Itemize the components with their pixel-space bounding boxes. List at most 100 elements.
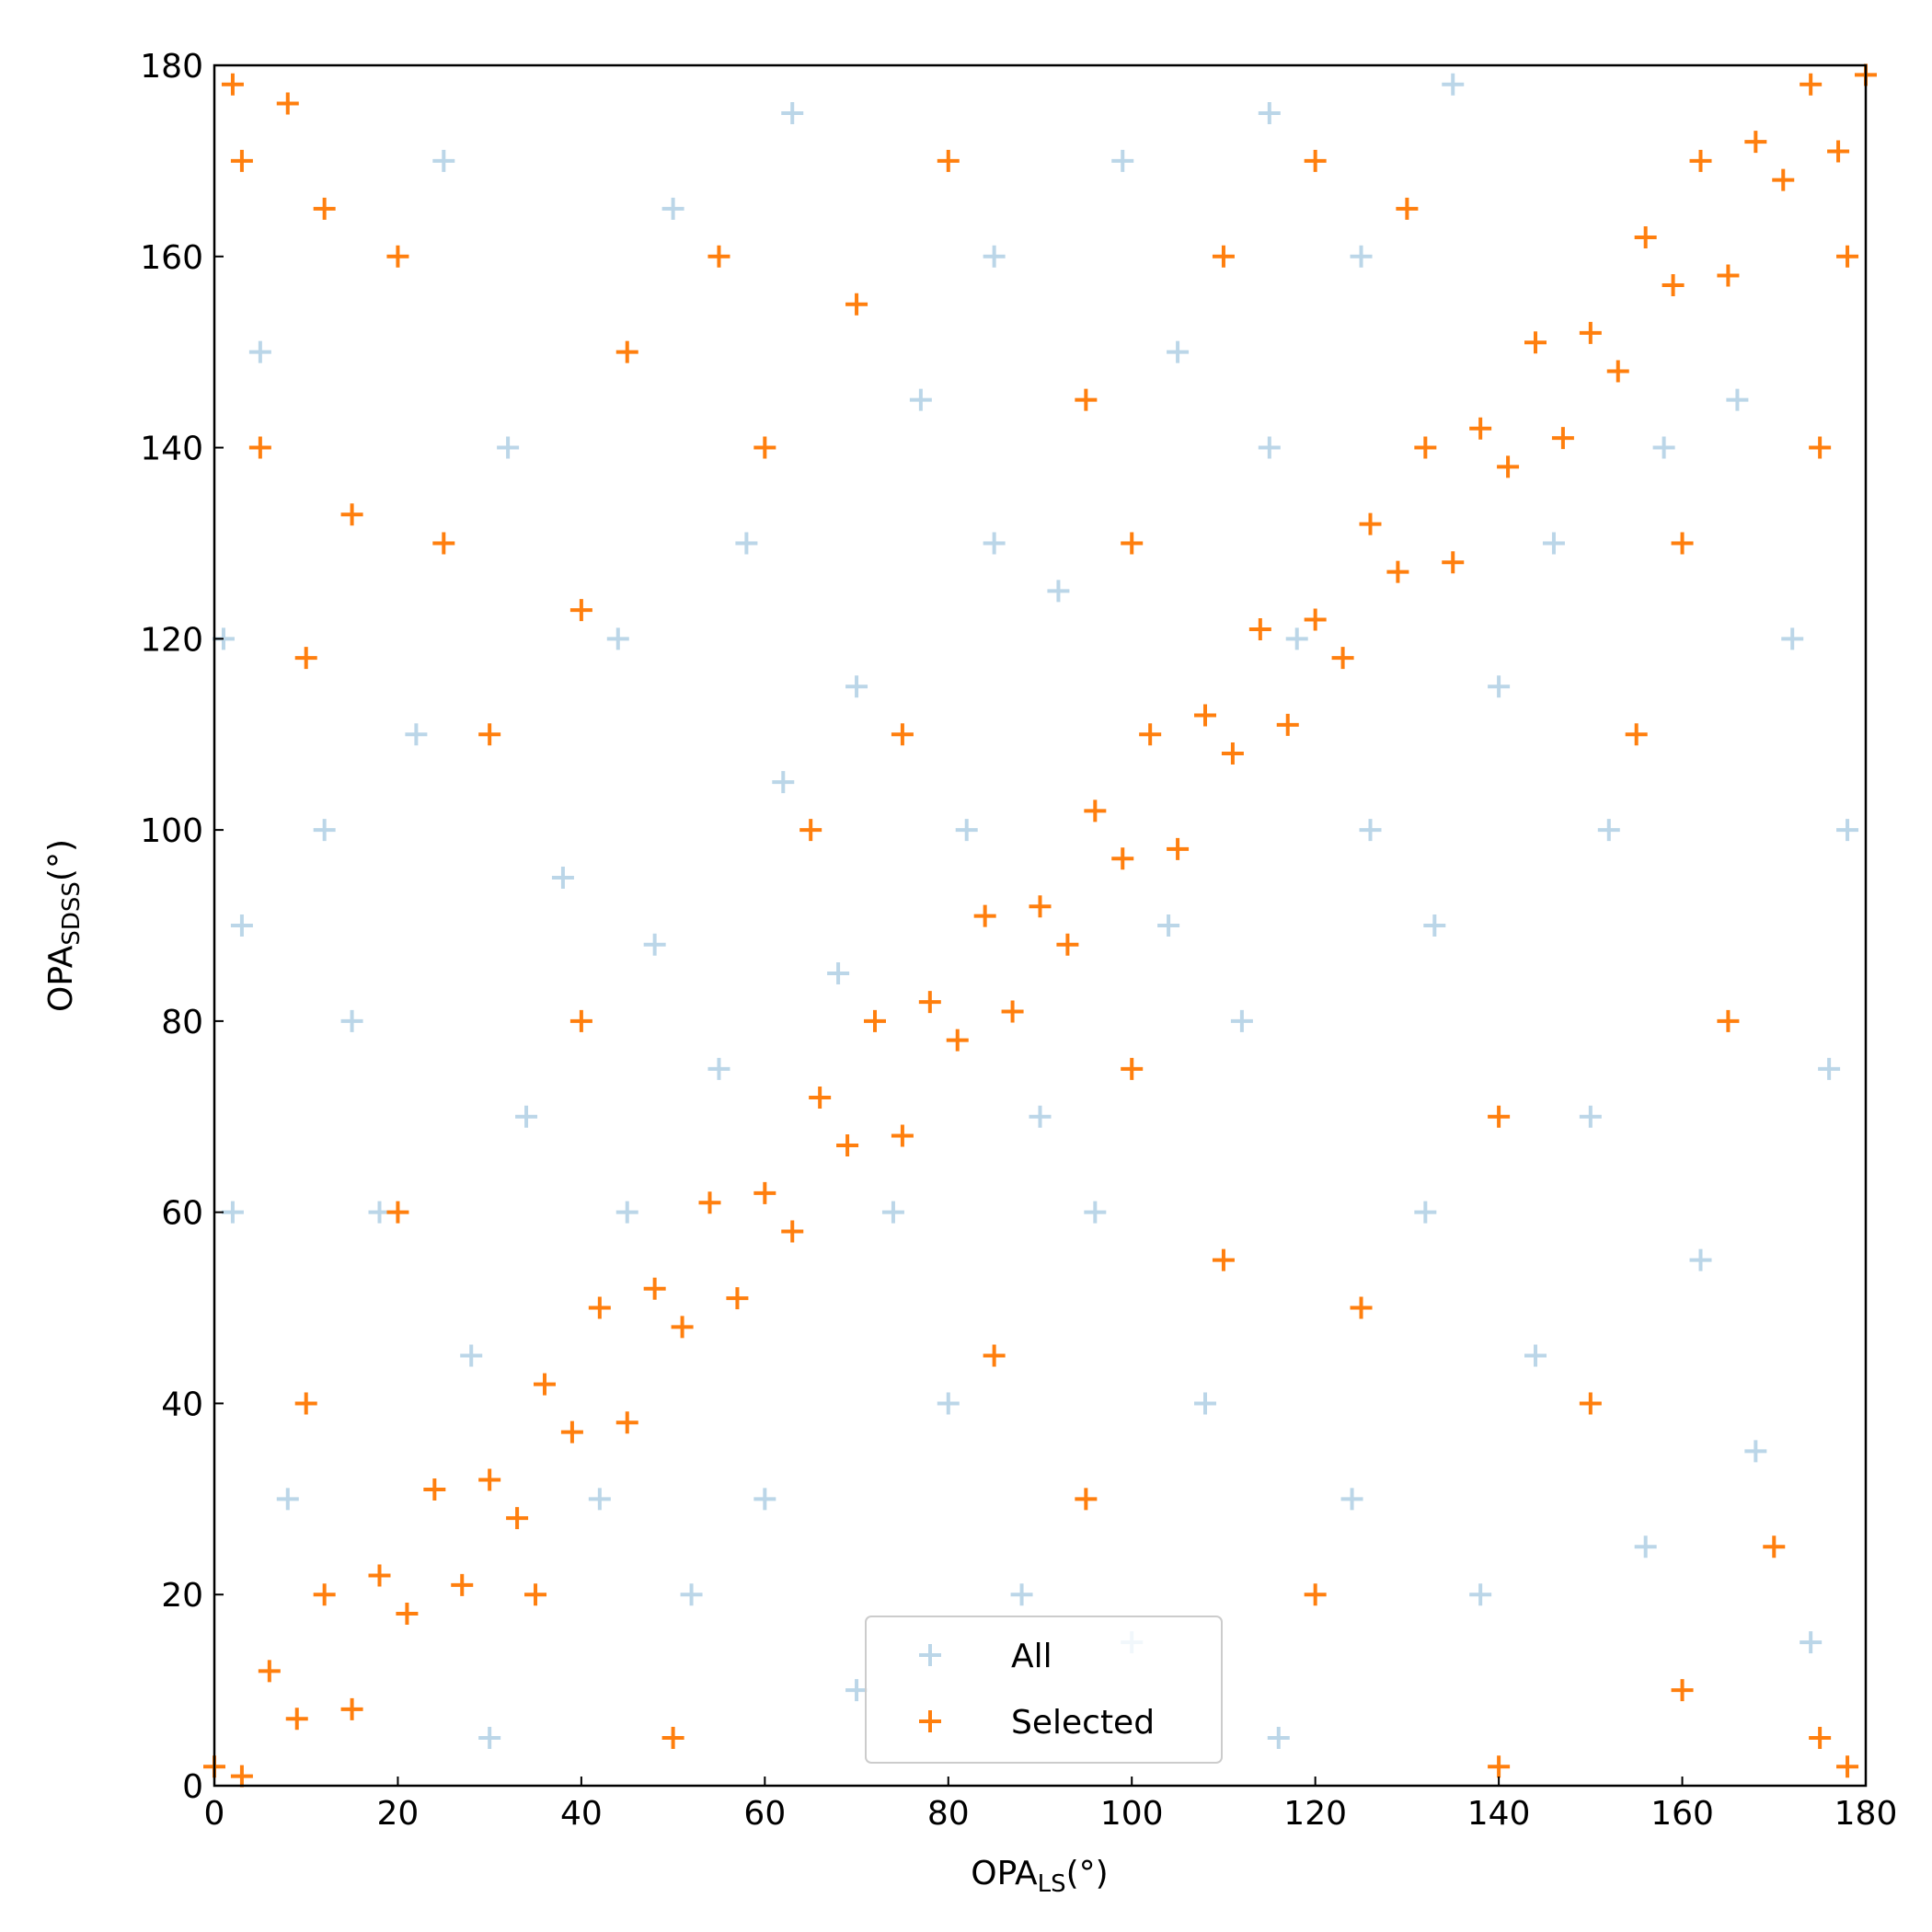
point xyxy=(1258,101,1281,124)
point xyxy=(1194,704,1216,727)
point xyxy=(643,933,666,956)
legend-label: Selected xyxy=(1011,1704,1155,1742)
point xyxy=(1084,1201,1107,1224)
point xyxy=(340,1009,363,1032)
point xyxy=(1772,168,1795,191)
point xyxy=(515,1105,538,1128)
point xyxy=(1579,321,1602,344)
x-tick-label: 80 xyxy=(927,1795,970,1833)
point xyxy=(799,819,822,842)
point xyxy=(937,1392,960,1415)
point xyxy=(1111,847,1134,870)
point xyxy=(1689,1248,1712,1271)
point xyxy=(606,627,629,650)
point xyxy=(845,1679,868,1702)
point xyxy=(680,1583,703,1606)
point xyxy=(1634,1535,1657,1558)
point xyxy=(1075,1488,1098,1511)
point xyxy=(1579,1392,1602,1415)
x-tick-label: 120 xyxy=(1283,1795,1347,1833)
point xyxy=(588,1296,611,1319)
point xyxy=(221,73,244,96)
y-tick-label: 180 xyxy=(140,48,203,86)
point xyxy=(726,1287,749,1310)
point xyxy=(1010,1583,1033,1606)
point xyxy=(569,599,592,622)
point xyxy=(396,1603,419,1625)
point xyxy=(1001,1000,1024,1023)
y-tick-label: 120 xyxy=(140,621,203,659)
y-tick-label: 100 xyxy=(140,812,203,850)
point xyxy=(1258,436,1281,459)
point xyxy=(1276,713,1299,736)
point xyxy=(1469,1583,1492,1606)
point xyxy=(1763,1535,1786,1558)
point xyxy=(1056,933,1079,956)
point xyxy=(1121,1057,1144,1080)
point xyxy=(946,1029,969,1052)
point xyxy=(1414,1201,1437,1224)
point xyxy=(1809,1727,1832,1750)
point xyxy=(1304,608,1327,631)
point xyxy=(918,991,941,1014)
point xyxy=(294,647,317,670)
point xyxy=(497,436,520,459)
point xyxy=(707,1057,730,1080)
point xyxy=(1836,245,1859,268)
point xyxy=(671,1316,694,1339)
point xyxy=(1396,197,1419,220)
point xyxy=(1625,723,1648,746)
point xyxy=(1304,1583,1327,1606)
point xyxy=(1075,388,1098,411)
point xyxy=(248,340,271,363)
point xyxy=(340,1697,363,1720)
point xyxy=(258,1660,281,1683)
legend: All Selected xyxy=(865,1616,1223,1764)
point xyxy=(827,961,850,984)
legend-label: All xyxy=(1011,1638,1052,1675)
point xyxy=(891,1124,914,1147)
point xyxy=(864,1009,886,1032)
point xyxy=(809,1087,832,1109)
point xyxy=(478,1468,501,1491)
point xyxy=(1671,532,1694,555)
point xyxy=(845,675,868,698)
point xyxy=(1414,436,1437,459)
point xyxy=(1781,627,1804,650)
point xyxy=(460,1344,483,1367)
point xyxy=(1167,837,1190,860)
point xyxy=(1267,1727,1290,1750)
y-tick-label: 60 xyxy=(161,1195,203,1233)
plot-area xyxy=(203,63,1877,1788)
point xyxy=(1340,1488,1363,1511)
x-tick-label: 100 xyxy=(1100,1795,1164,1833)
point xyxy=(1139,723,1162,746)
point xyxy=(845,293,868,316)
point xyxy=(983,1344,1006,1367)
point xyxy=(1212,245,1235,268)
point xyxy=(836,1133,859,1156)
point xyxy=(1488,1755,1511,1778)
point xyxy=(1597,819,1620,842)
point xyxy=(983,245,1006,268)
y-tick-label: 80 xyxy=(161,1004,203,1041)
x-tick-label: 180 xyxy=(1834,1795,1898,1833)
point xyxy=(1442,73,1465,96)
point xyxy=(1606,360,1629,383)
x-tick-label: 20 xyxy=(377,1795,420,1833)
point xyxy=(1800,1631,1823,1654)
point xyxy=(772,771,795,794)
point xyxy=(478,1727,501,1750)
point xyxy=(276,1488,299,1511)
point xyxy=(1350,1296,1373,1319)
x-tick-label: 40 xyxy=(560,1795,603,1833)
point xyxy=(1542,532,1565,555)
y-axis-label: OPASDSS(°) xyxy=(42,839,86,1012)
point xyxy=(1717,1009,1740,1032)
point xyxy=(313,1583,336,1606)
point xyxy=(340,503,363,526)
point xyxy=(1662,273,1685,296)
point xyxy=(1744,1440,1767,1463)
point xyxy=(643,1277,666,1300)
